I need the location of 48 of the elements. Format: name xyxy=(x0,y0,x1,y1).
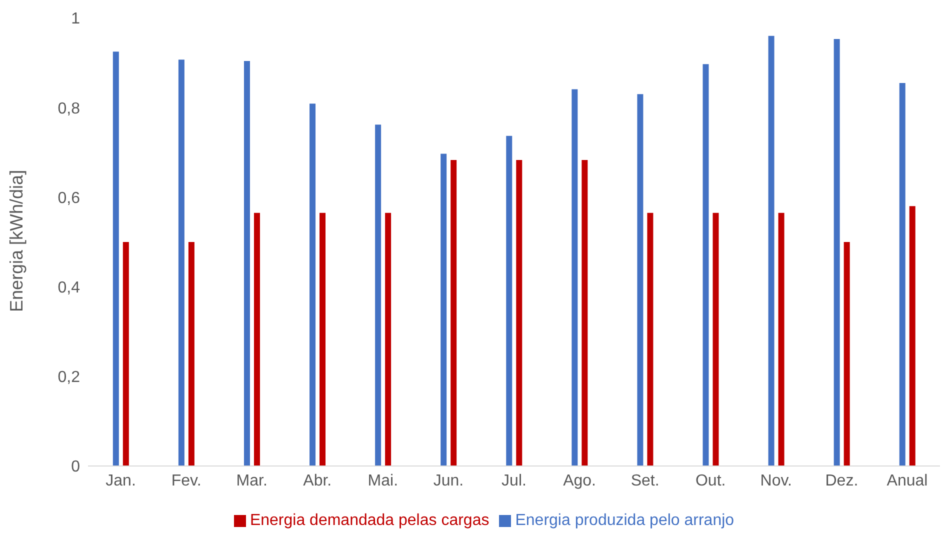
y-axis-title: Energia [kWh/dia] xyxy=(6,170,26,312)
bar xyxy=(385,212,392,466)
x-tick-label: Ago. xyxy=(563,472,596,490)
x-tick-label: Jan. xyxy=(106,472,136,490)
bar xyxy=(637,94,644,466)
bar xyxy=(188,242,194,466)
bar xyxy=(712,212,719,466)
x-tick-label: Mar. xyxy=(236,472,268,490)
bar xyxy=(899,82,906,466)
bar xyxy=(702,64,709,466)
y-tick-label: 0,8 xyxy=(58,100,80,118)
legend-label: Energia produzida pelo arranjo xyxy=(515,512,734,529)
bar xyxy=(320,212,326,466)
x-tick-label: Anual xyxy=(886,472,928,490)
x-tick-label: Mai. xyxy=(368,472,398,490)
legend-label: Energia demandada pelas cargas xyxy=(250,512,490,529)
y-tick-label: 1 xyxy=(71,10,80,28)
bar xyxy=(516,160,522,466)
bar xyxy=(647,212,654,466)
bar xyxy=(909,206,916,466)
bar xyxy=(450,160,457,466)
bar xyxy=(778,212,784,466)
bar xyxy=(506,136,512,466)
bar xyxy=(572,89,578,466)
bar xyxy=(582,160,588,466)
y-tick-label: 0 xyxy=(71,458,80,476)
bar xyxy=(122,242,129,466)
x-tick-label: Set. xyxy=(630,472,660,490)
bar xyxy=(244,61,250,466)
bar xyxy=(112,52,119,466)
bar xyxy=(834,39,840,466)
x-tick-label: Out. xyxy=(696,472,726,490)
bar xyxy=(844,242,850,466)
bar xyxy=(254,212,260,466)
bar xyxy=(178,60,184,466)
bar xyxy=(310,104,316,466)
x-tick-label: Fev. xyxy=(171,472,202,490)
x-tick-label: Abr. xyxy=(303,472,332,490)
x-tick-label: Jul. xyxy=(502,472,526,490)
bar xyxy=(375,124,382,466)
bar xyxy=(440,154,447,466)
x-tick-label: Dez. xyxy=(825,472,858,490)
x-tick-label: Nov. xyxy=(760,472,792,490)
y-tick-label: 0,2 xyxy=(58,369,80,386)
bar xyxy=(768,36,774,466)
x-tick-label: Jun. xyxy=(433,472,464,490)
y-tick-label: 0,6 xyxy=(58,190,80,207)
y-tick-label: 0,4 xyxy=(58,279,80,296)
